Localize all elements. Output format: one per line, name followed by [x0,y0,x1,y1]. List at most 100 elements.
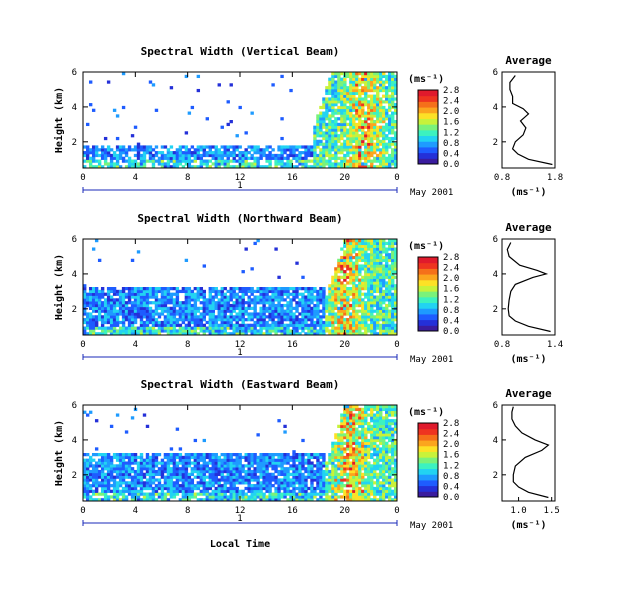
heatmap-cell [100,156,105,160]
heatmap-cell [106,320,111,325]
heatmap-cell [376,284,380,288]
heatmap-cell [262,464,266,468]
heatmap-cell [211,453,215,457]
heatmap-cell [358,94,362,98]
heatmap-cell [331,77,335,81]
heatmap-cell [298,303,302,308]
heatmap-cell [235,464,239,468]
heatmap-cell [232,453,236,457]
heatmap-cell [346,153,350,158]
heatmap-cell [343,447,347,451]
heatmap-cell [316,323,320,327]
heatmap-cell [169,309,174,313]
heatmap-cell [217,469,221,474]
heatmap-cell [322,303,326,308]
heatmap-cell [214,329,218,333]
heatmap-cell [316,165,320,169]
heatmap-cell [379,125,383,129]
day-marker-label: 1 [237,181,242,191]
heatmap-cell [298,332,302,336]
heatmap-cell [232,475,236,479]
heatmap-cell [124,326,129,330]
heatmap-cell [286,486,290,491]
heatmap-cell [358,258,362,262]
heatmap-cell [370,272,374,277]
heatmap-cell [382,162,386,166]
heatmap-cell [160,461,165,465]
heatmap-cell [118,289,123,294]
heatmap-cell [193,492,198,496]
heatmap-cell [340,151,344,155]
heatmap-cell [220,289,224,294]
heatmap-cell [349,475,353,479]
heatmap-cell [322,134,326,138]
heatmap-cell [286,309,290,313]
heatmap-cell [298,484,302,488]
heatmap-cell [127,145,132,149]
heatmap-cell [127,287,132,291]
heatmap-cell [241,478,245,482]
profile-y-tick-label: 6 [493,235,498,245]
heatmap-cell [289,292,293,296]
heatmap-cell [295,326,299,330]
heatmap-cell [241,298,245,302]
heatmap-cell [364,111,368,115]
heatmap-cell [106,498,111,502]
heatmap-cell [277,303,281,308]
heatmap-cell [316,467,320,471]
heatmap-cell [370,447,374,451]
heatmap-cell [316,153,320,158]
heatmap-cell [283,318,287,322]
heatmap-cell [394,77,398,81]
heatmap-cell [313,287,317,291]
heatmap-cell [199,306,204,310]
heatmap-cell [367,441,371,445]
heatmap-cell [241,469,245,474]
heatmap-cell [310,287,314,291]
heatmap-cell [214,315,218,319]
heatmap-cell [280,453,284,457]
heatmap-cell [97,469,102,474]
chart-title: Spectral Width (Vertical Beam) [141,45,340,58]
heatmap-cell [166,486,171,491]
heatmap-cell [373,255,377,260]
heatmap-cell [358,287,362,291]
heatmap-cell [208,315,212,319]
heatmap-cell [379,287,383,291]
heatmap-cell [394,261,398,265]
heatmap-cell [199,492,204,496]
x-tick-label: 0 [394,173,399,183]
heatmap-cell [292,486,296,491]
heatmap-cell [376,315,380,319]
heatmap-cell [349,250,353,254]
heatmap-cell [352,103,356,107]
heatmap-cell [223,458,227,462]
heatmap-cell [115,136,120,141]
heatmap-cell [115,492,120,496]
heatmap-cell [83,467,87,471]
heatmap-cell [217,472,221,476]
heatmap-cell [223,492,227,496]
heatmap-cell [109,323,114,327]
heatmap-cell [196,148,201,152]
heatmap-cell [190,295,195,299]
heatmap-cell [223,145,227,149]
heatmap-cell [376,86,380,90]
heatmap-cell [373,77,377,81]
heatmap-cell [316,472,320,476]
heatmap-cell [232,472,236,476]
heatmap-cell [298,323,302,327]
heatmap-cell [160,475,165,479]
heatmap-cell [370,289,374,294]
heatmap-cell [298,481,302,485]
heatmap-cell [388,289,392,294]
heatmap-cell [286,467,290,471]
heatmap-cell [100,329,105,333]
heatmap-cell [223,320,227,325]
heatmap-cell [145,472,150,476]
heatmap-cell [346,410,350,414]
heatmap-cell [361,131,365,135]
heatmap-cell [346,323,350,327]
heatmap-cell [376,125,380,129]
heatmap-cell [229,145,233,149]
